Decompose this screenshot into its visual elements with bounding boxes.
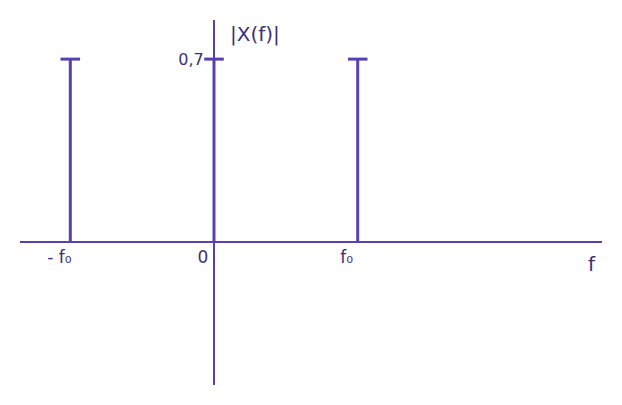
svg-text:0,7: 0,7 [178, 50, 203, 69]
svg-text:- f₀: - f₀ [47, 247, 72, 267]
svg-text:0: 0 [198, 247, 209, 267]
svg-text:|X(f)|: |X(f)| [230, 22, 280, 46]
svg-text:f: f [588, 252, 596, 276]
svg-text:f₀: f₀ [340, 247, 353, 267]
